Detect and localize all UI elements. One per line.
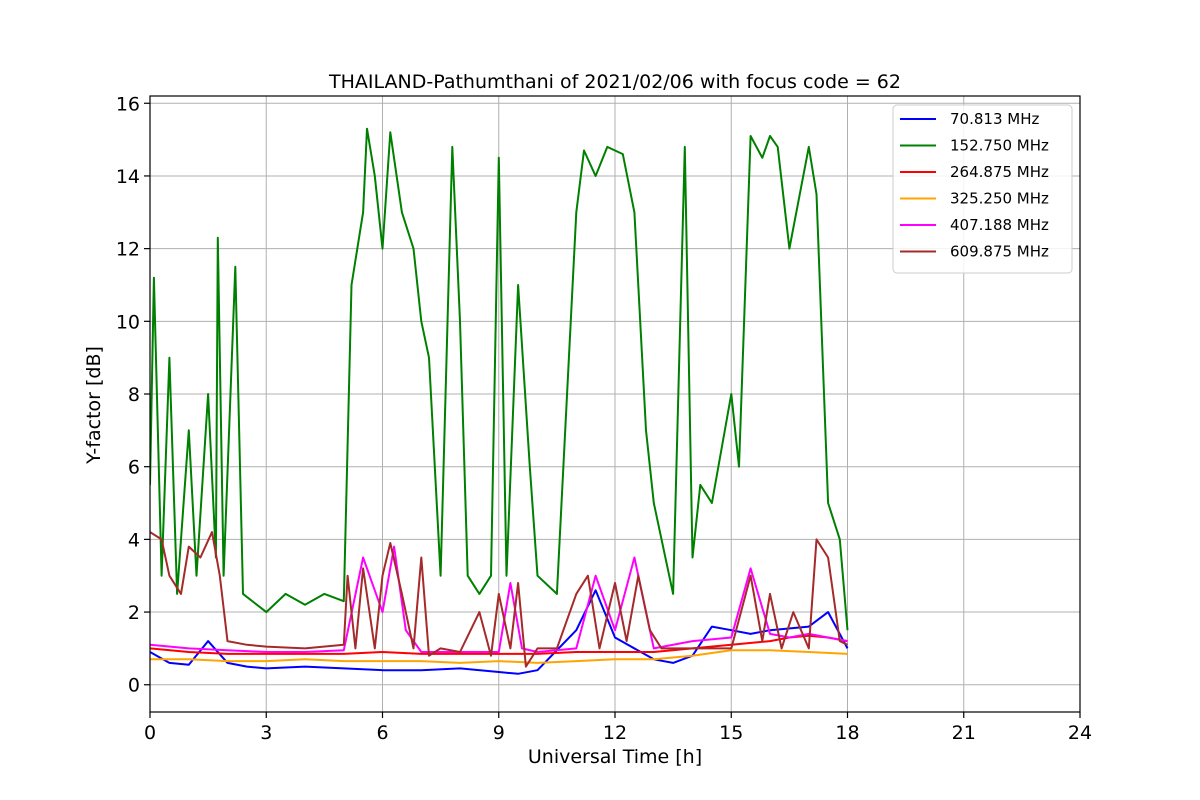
y-tick-label-8: 16 (116, 93, 140, 115)
y-tick-label-5: 10 (116, 311, 140, 333)
chart-title: THAILAND-Pathumthani of 2021/02/06 with … (328, 71, 901, 93)
y-tick-label-2: 4 (128, 529, 140, 551)
y-tick-label-6: 12 (116, 239, 140, 261)
legend-label-2: 264.875 MHz (950, 163, 1049, 181)
x-tick-label-8: 24 (1068, 722, 1092, 744)
x-tick-label-7: 21 (952, 722, 976, 744)
legend-label-3: 325.250 MHz (950, 190, 1049, 208)
x-tick-label-2: 6 (376, 722, 388, 744)
x-tick-label-4: 12 (603, 722, 627, 744)
y-axis-label: Y-factor [dB] (83, 346, 105, 465)
chart-container: THAILAND-Pathumthani of 2021/02/06 with … (0, 0, 1200, 800)
y-tick-label-0: 0 (128, 675, 140, 697)
legend-label-0: 70.813 MHz (950, 110, 1039, 128)
legend: 70.813 MHz 152.750 MHz 264.875 MHz 325.250 … (893, 105, 1072, 273)
y-tick-label-1: 2 (128, 602, 140, 624)
y-tick-label-4: 8 (128, 384, 140, 406)
legend-label-4: 407.188 MHz (950, 216, 1049, 234)
x-tick-label-1: 3 (260, 722, 272, 744)
y-tick-label-3: 6 (128, 457, 140, 479)
x-tick-label-6: 18 (835, 722, 859, 744)
x-axis-label: Universal Time [h] (528, 746, 702, 768)
x-tick-label-5: 15 (719, 722, 743, 744)
legend-label-5: 609.875 MHz (950, 243, 1049, 261)
x-tick-label-0: 0 (144, 722, 156, 744)
chart-svg: THAILAND-Pathumthani of 2021/02/06 with … (0, 0, 1200, 800)
legend-label-1: 152.750 MHz (950, 137, 1049, 155)
x-tick-label-3: 9 (493, 722, 505, 744)
y-tick-label-7: 14 (116, 166, 140, 188)
